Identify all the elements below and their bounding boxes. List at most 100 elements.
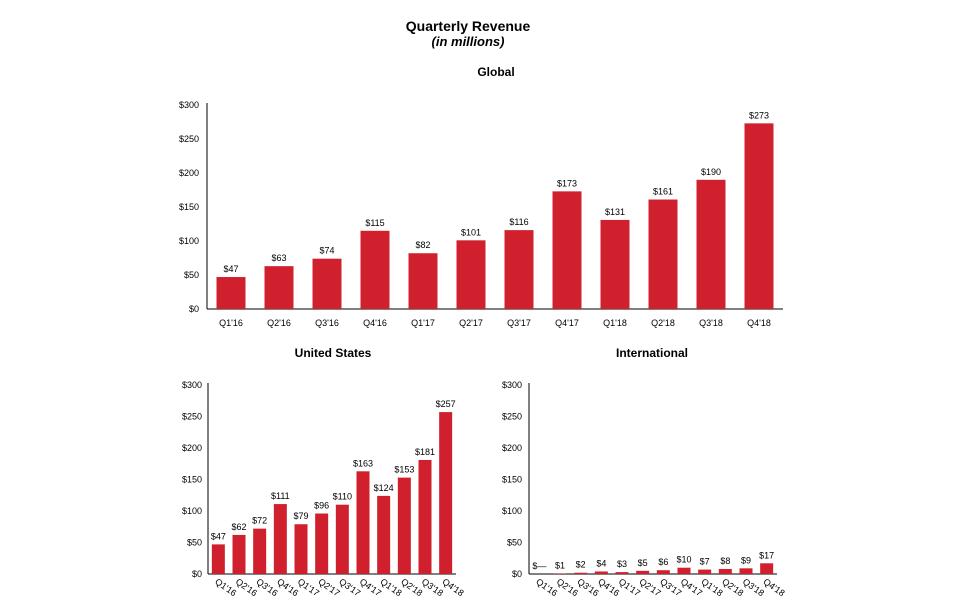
bar [456, 240, 486, 309]
x-tick-label: Q3'18 [420, 576, 445, 598]
data-label: $111 [271, 491, 290, 501]
x-tick-label: Q2'16 [555, 576, 580, 598]
data-label: $9 [741, 555, 751, 565]
x-tick-label: Q2'17 [317, 576, 342, 598]
bar [253, 528, 267, 574]
y-tick-label: $200 [179, 168, 199, 178]
data-label: $1 [555, 560, 565, 570]
bar [718, 568, 732, 574]
data-label: $181 [415, 447, 435, 457]
bar [677, 567, 691, 574]
data-label: $5 [638, 558, 648, 568]
x-tick-label: Q4'17 [358, 576, 383, 598]
bar [312, 258, 342, 309]
bar [335, 504, 349, 574]
chart-us: United States $0 $50 $100 $150 $200 $250 $300 $4… [182, 346, 466, 598]
x-tick-label: Q2'16 [234, 576, 259, 598]
data-label: $116 [509, 217, 528, 227]
x-tick-label: Q1'18 [700, 576, 725, 598]
data-label: $7 [700, 557, 710, 567]
bar [656, 570, 670, 574]
y-tick-label: $250 [502, 412, 522, 422]
chart-global: Global $0 $50 $100 $150 $200 $250 $300 $47 Q1'16 $… [179, 65, 783, 328]
x-tick-label: Q2'18 [720, 576, 745, 598]
bar [696, 179, 726, 309]
bar [744, 123, 774, 309]
data-label: $62 [231, 522, 246, 532]
y-tick-label: $50 [507, 538, 522, 548]
x-tick-label: Q3'18 [741, 576, 766, 598]
x-tick-label: Q3'16 [255, 576, 280, 598]
x-tick-label: Q2'16 [267, 318, 291, 328]
bar [216, 277, 246, 309]
data-label: $72 [252, 516, 267, 526]
bar [600, 219, 630, 309]
data-label: $6 [658, 557, 668, 567]
data-label: $190 [701, 167, 721, 177]
bar [264, 266, 294, 309]
bar [504, 230, 534, 309]
bar [636, 570, 650, 574]
x-tick-label: Q3'17 [658, 576, 683, 598]
data-label: $96 [314, 501, 329, 511]
x-tick-label: Q2'17 [638, 576, 663, 598]
y-tick-label: $300 [502, 380, 522, 390]
bar [408, 253, 438, 309]
bar [739, 568, 753, 574]
chart-title: Quarterly Revenue [405, 18, 531, 34]
y-tick-label: $250 [182, 412, 202, 422]
x-tick-label: Q4'16 [275, 576, 300, 598]
x-tick-label: Q4'17 [555, 318, 579, 328]
bar [574, 572, 588, 574]
panel-title-intl: International [616, 346, 688, 360]
data-label: $8 [720, 556, 730, 566]
bar [294, 524, 308, 574]
bar [594, 571, 608, 574]
x-tick-label: Q1'16 [213, 576, 238, 598]
x-tick-label: Q4'18 [441, 576, 466, 598]
x-tick-label: Q4'18 [762, 576, 787, 598]
data-label: $124 [374, 483, 394, 493]
y-tick-label: $300 [179, 100, 199, 110]
x-tick-label: Q3'16 [315, 318, 339, 328]
data-label: $82 [415, 240, 430, 250]
y-tick-label: $0 [192, 569, 202, 579]
data-label: $4 [596, 558, 606, 568]
data-label: $— [532, 561, 546, 571]
data-label: $131 [605, 207, 625, 217]
data-label: $173 [557, 178, 577, 188]
x-tick-label: Q4'17 [679, 576, 704, 598]
x-tick-label: Q4'16 [363, 318, 387, 328]
data-label: $110 [333, 492, 352, 502]
y-tick-label: $250 [179, 134, 199, 144]
y-tick-label: $0 [189, 304, 199, 314]
y-tick-label: $200 [182, 443, 202, 453]
chart-subtitle: (in millions) [431, 34, 505, 49]
bar [648, 199, 678, 309]
x-tick-label: Q3'16 [576, 576, 601, 598]
x-tick-label: Q3'17 [507, 318, 531, 328]
bar [439, 412, 453, 574]
bar [418, 459, 432, 574]
x-tick-label: Q4'18 [747, 318, 771, 328]
data-label: $10 [676, 555, 691, 565]
data-label: $17 [759, 550, 774, 560]
bar [273, 504, 287, 574]
data-label: $47 [211, 531, 226, 541]
y-tick-label: $200 [502, 443, 522, 453]
data-label: $163 [353, 458, 373, 468]
y-tick-label: $50 [187, 538, 202, 548]
x-tick-label: Q2'18 [399, 576, 424, 598]
data-label: $74 [319, 246, 334, 256]
y-tick-label: $100 [179, 236, 199, 246]
bar [552, 191, 582, 309]
data-label: $79 [293, 511, 308, 521]
bar [397, 477, 411, 574]
x-tick-label: Q3'18 [699, 318, 723, 328]
bar [377, 495, 391, 574]
y-tick-label: $100 [182, 506, 202, 516]
data-label: $257 [436, 399, 456, 409]
data-label: $161 [653, 187, 673, 197]
x-tick-label: Q1'18 [603, 318, 627, 328]
x-tick-label: Q3'17 [337, 576, 362, 598]
